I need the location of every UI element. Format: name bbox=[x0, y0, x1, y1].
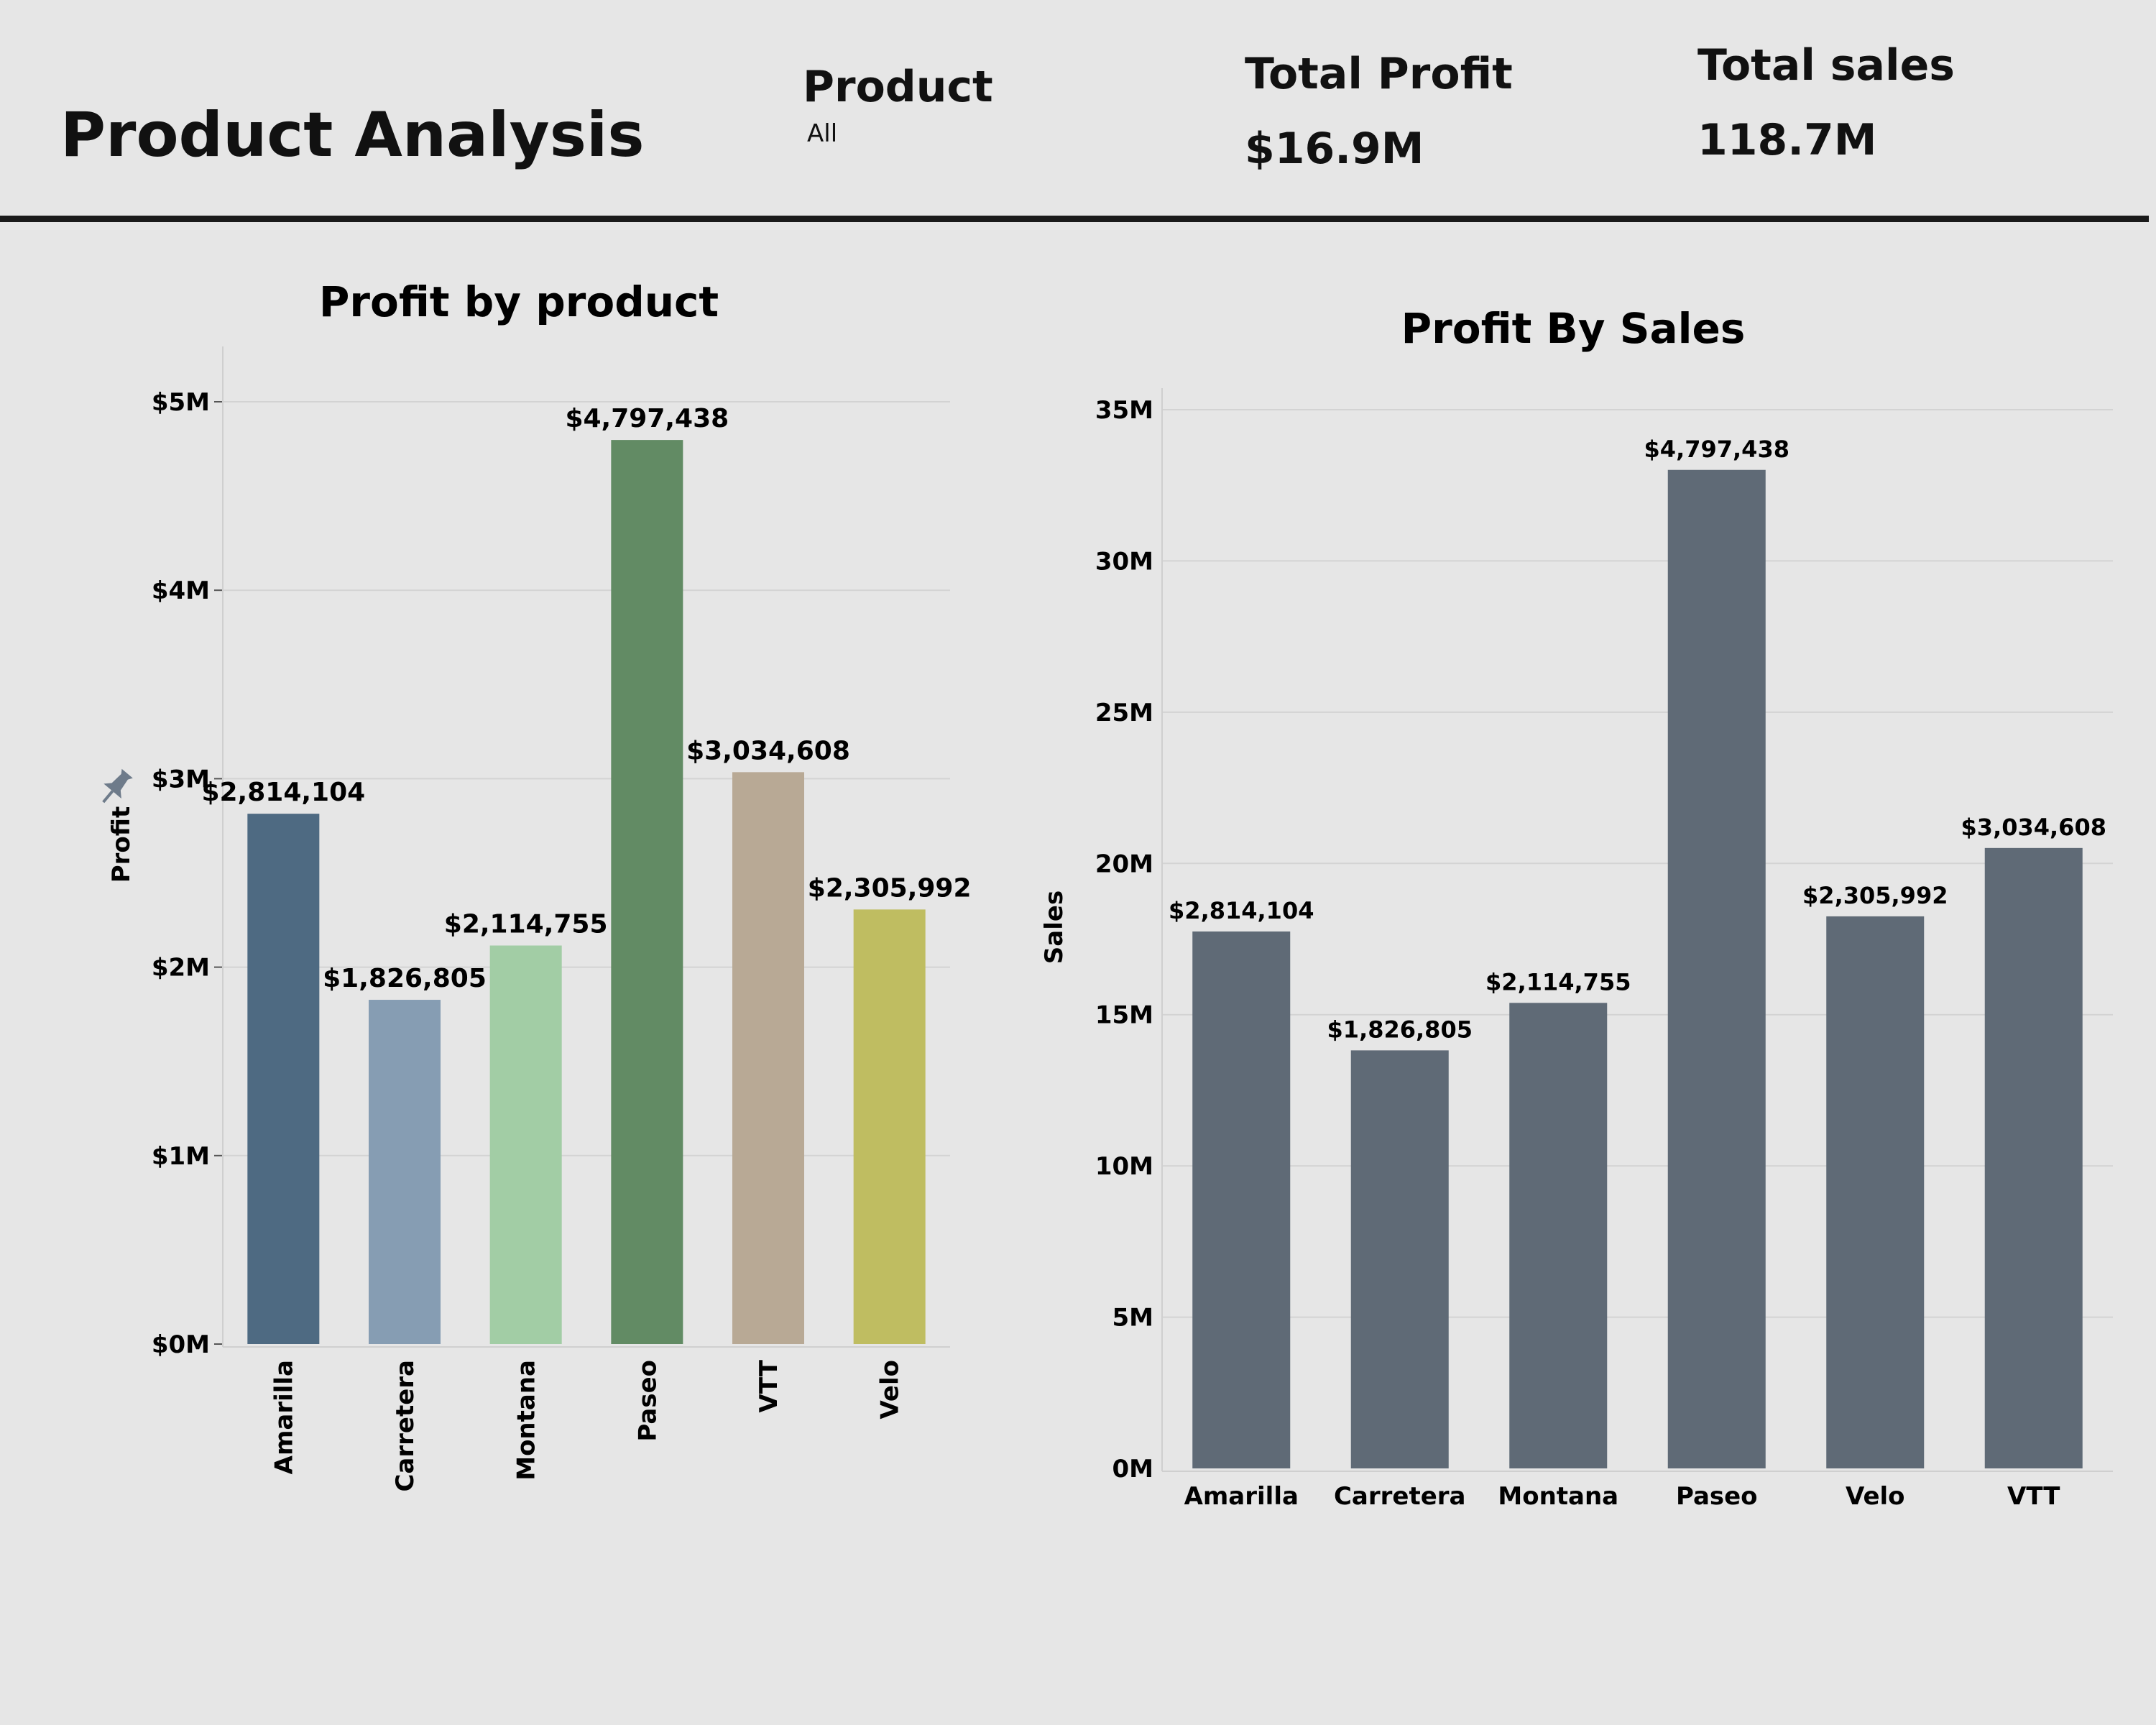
y-tick-label: $5M bbox=[152, 388, 210, 417]
bar-paseo bbox=[611, 440, 683, 1344]
bar-vtt bbox=[732, 772, 804, 1344]
y-tick-label: $0M bbox=[152, 1330, 210, 1359]
product-filter-label: Product bbox=[803, 62, 993, 112]
profit-by-sales-chart: Profit By Sales 0M 5M 10M 15M 20M 25M 30M 35M Sal… bbox=[1040, 304, 2113, 1511]
y-tick-label: $1M bbox=[152, 1142, 210, 1171]
bar-vtt bbox=[1984, 847, 2083, 1468]
y-tick-label: $2M bbox=[152, 954, 210, 983]
y-tick-label: 5M bbox=[1112, 1304, 1154, 1333]
y-axis-label: Profit bbox=[107, 806, 136, 883]
y-tick-label: 25M bbox=[1095, 699, 1153, 727]
y-tick-label: 30M bbox=[1095, 547, 1153, 576]
x-tick-label: Amarilla bbox=[1184, 1482, 1299, 1511]
data-label: $1,826,805 bbox=[323, 964, 487, 993]
bar-carretera bbox=[1350, 1050, 1449, 1468]
x-tick-label: Paseo bbox=[1676, 1482, 1758, 1511]
bar-carretera bbox=[369, 1000, 441, 1344]
total-sales-value: 118.7M bbox=[1697, 115, 1877, 165]
data-label: $2,814,104 bbox=[1169, 897, 1314, 924]
x-tick-label: Montana bbox=[1498, 1482, 1618, 1511]
product-filter-value[interactable]: All bbox=[807, 119, 838, 148]
bar-montana bbox=[1509, 1003, 1608, 1468]
x-tick-label: Velo bbox=[876, 1360, 905, 1420]
data-label: $2,305,992 bbox=[808, 873, 972, 903]
data-label: $4,797,438 bbox=[1644, 436, 1789, 463]
data-label: $2,305,992 bbox=[1802, 882, 1948, 909]
x-tick-label: Paseo bbox=[633, 1360, 662, 1442]
page-title: Product Analysis bbox=[60, 99, 645, 171]
y-tick-label: $3M bbox=[152, 765, 210, 794]
x-tick-label: VTT bbox=[755, 1359, 783, 1412]
y-tick-label: 20M bbox=[1095, 850, 1153, 878]
chart-title: Profit by product bbox=[319, 277, 719, 326]
x-tick-label: Carretera bbox=[391, 1360, 420, 1492]
bar-amarilla bbox=[247, 814, 320, 1344]
bar-montana bbox=[489, 945, 562, 1344]
data-label: $4,797,438 bbox=[565, 404, 729, 433]
total-profit-value: $16.9M bbox=[1245, 124, 1424, 174]
header-divider bbox=[0, 216, 2149, 222]
data-label: $3,034,608 bbox=[1961, 814, 2106, 841]
y-tick-label: $4M bbox=[152, 576, 210, 605]
y-tick-label: 0M bbox=[1112, 1455, 1154, 1484]
y-tick-label: 35M bbox=[1095, 396, 1153, 425]
pin-icon bbox=[102, 768, 133, 804]
profit-by-product-chart: Profit by product $0M $1M $2M $3M $4M $5M Profi… bbox=[102, 277, 972, 1492]
x-tick-label: Amarilla bbox=[270, 1360, 298, 1474]
chart-title: Profit By Sales bbox=[1401, 304, 1746, 353]
x-tick-label: Montana bbox=[512, 1360, 541, 1481]
total-profit-label: Total Profit bbox=[1245, 49, 1513, 99]
bar-velo bbox=[853, 909, 926, 1344]
bar-velo bbox=[1826, 916, 1925, 1468]
x-tick-label: VTT bbox=[2007, 1482, 2060, 1511]
bar-amarilla bbox=[1192, 931, 1291, 1468]
data-label: $2,114,755 bbox=[444, 910, 608, 939]
bar-paseo bbox=[1667, 469, 1766, 1469]
data-label: $2,114,755 bbox=[1485, 968, 1631, 995]
y-tick-label: 15M bbox=[1095, 1001, 1153, 1030]
data-label: $2,814,104 bbox=[201, 778, 365, 807]
data-label: $3,034,608 bbox=[686, 736, 850, 765]
y-tick-label: 10M bbox=[1095, 1152, 1153, 1181]
y-axis-label: Sales bbox=[1040, 891, 1069, 964]
total-sales-label: Total sales bbox=[1697, 40, 1955, 91]
data-label: $1,826,805 bbox=[1327, 1016, 1473, 1043]
x-tick-label: Carretera bbox=[1334, 1482, 1466, 1511]
x-tick-label: Velo bbox=[1846, 1482, 1905, 1511]
